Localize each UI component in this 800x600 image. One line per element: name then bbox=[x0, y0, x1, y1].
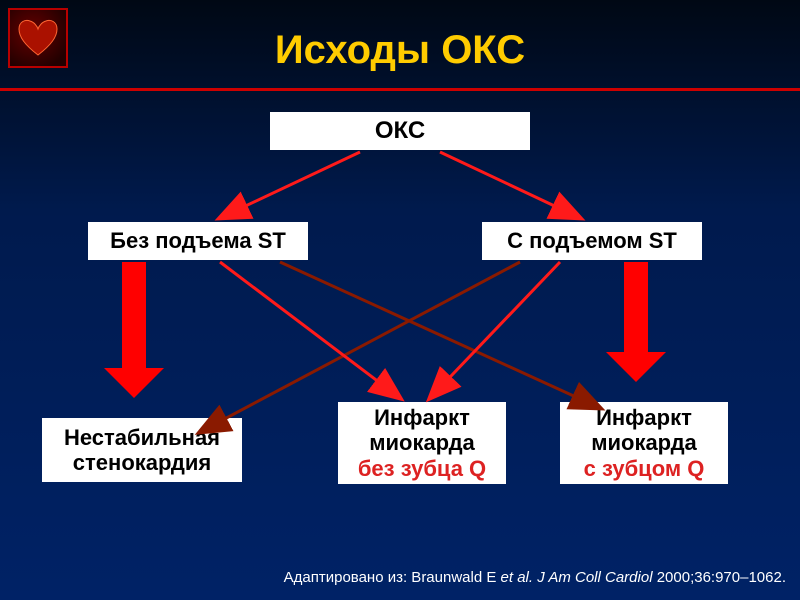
node-with-st-label: С подъемом ST bbox=[507, 228, 677, 253]
node-mi-with-q: Инфаркт миокарда с зубцом Q bbox=[560, 402, 728, 484]
citation-prefix: Адаптировано из: Braunwald E bbox=[284, 569, 501, 586]
out2-line1: Инфаркт bbox=[358, 405, 486, 430]
out2-line3: без зубца Q bbox=[358, 456, 486, 481]
node-root-label: ОКС bbox=[375, 117, 425, 145]
citation-suffix: 2000;36:970–1062. bbox=[657, 569, 786, 586]
slide-title: Исходы ОКС bbox=[0, 28, 800, 73]
out1-line1: Нестабильная bbox=[64, 425, 220, 450]
node-root: ОКС bbox=[270, 112, 530, 150]
title-text: Исходы ОКС bbox=[275, 28, 525, 72]
node-without-st-label: Без подъема ST bbox=[110, 228, 286, 253]
out3-line3: с зубцом Q bbox=[584, 456, 705, 481]
citation-ital: et al. J Am Coll Cardiol bbox=[501, 569, 657, 586]
out3-line1: Инфаркт bbox=[584, 405, 705, 430]
node-unstable-angina: Нестабильная стенокардия bbox=[42, 418, 242, 482]
out2-line2: миокарда bbox=[358, 430, 486, 455]
citation: Адаптировано из: Braunwald E et al. J Am… bbox=[284, 569, 786, 586]
out3-line2: миокарда bbox=[584, 430, 705, 455]
title-rule bbox=[0, 88, 800, 91]
node-mi-no-q: Инфаркт миокарда без зубца Q bbox=[338, 402, 506, 484]
node-without-st: Без подъема ST bbox=[88, 222, 308, 260]
node-with-st: С подъемом ST bbox=[482, 222, 702, 260]
out1-line2: стенокардия bbox=[64, 450, 220, 475]
